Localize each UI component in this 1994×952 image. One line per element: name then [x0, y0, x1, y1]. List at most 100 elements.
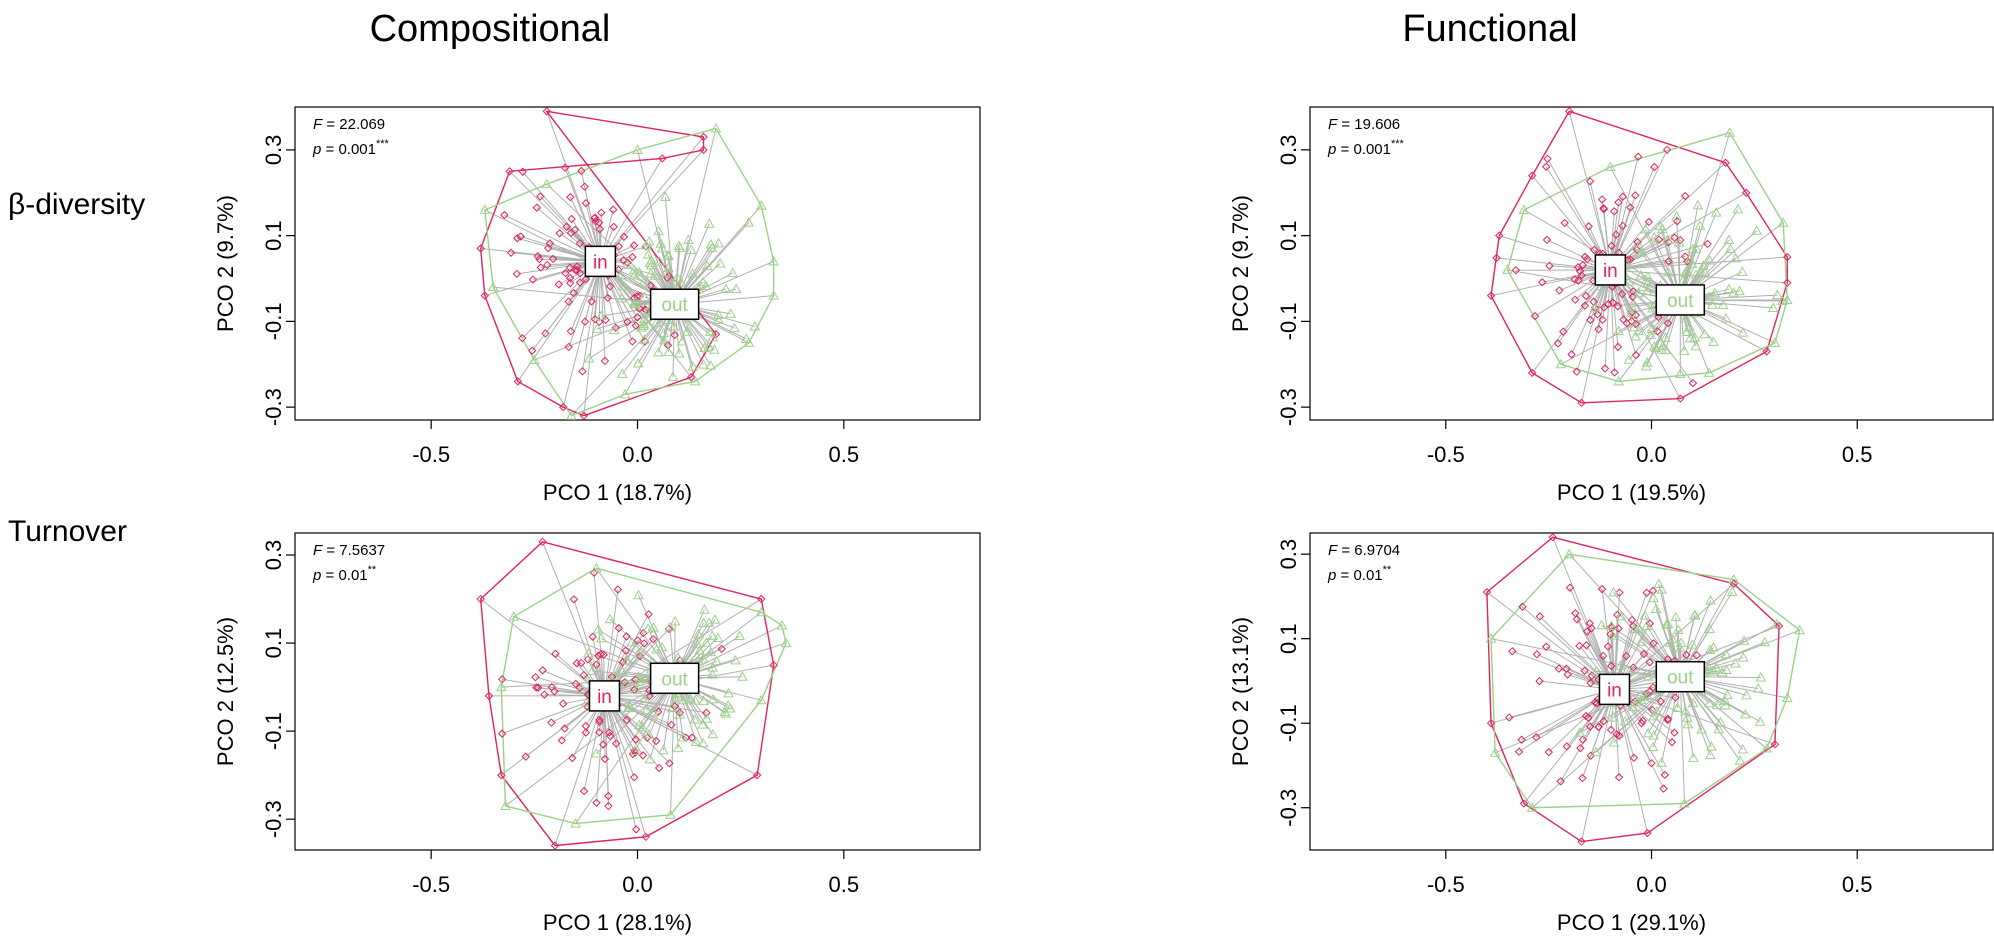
point-out [697, 276, 709, 287]
point-in [686, 372, 696, 382]
point-in [1560, 218, 1569, 228]
point-in [560, 163, 570, 172]
point-out [1648, 710, 1659, 721]
point-out [632, 357, 644, 368]
point-in [542, 107, 551, 116]
point-in [1581, 711, 1591, 721]
point-in [628, 749, 637, 759]
point-in [594, 651, 603, 660]
spoke-line [1610, 256, 1788, 271]
point-out [653, 225, 664, 236]
point-in [531, 672, 540, 682]
point-out [639, 291, 650, 302]
x-tick-label: 0.5 [1842, 872, 1873, 897]
point-in [752, 770, 762, 780]
point-in [545, 239, 555, 248]
point-in [538, 666, 547, 675]
point-out [1651, 706, 1663, 716]
point-in [1762, 347, 1771, 356]
point-in [597, 208, 606, 217]
point-in [1610, 207, 1619, 216]
x-tick-label: 0.5 [829, 442, 860, 467]
point-out [1752, 683, 1764, 693]
point-in [476, 244, 485, 253]
point-in [575, 239, 585, 248]
point-out [669, 616, 681, 626]
f-statistic: F = 22.069 [313, 116, 385, 133]
point-in [1614, 773, 1624, 782]
point-out [659, 191, 671, 202]
point-out [727, 267, 738, 278]
point-out [1657, 340, 1669, 351]
title-functional: Functional [1402, 8, 1578, 50]
centroid-box-out [649, 662, 700, 695]
point-in [558, 699, 568, 708]
centroid-label-out: out [661, 669, 688, 690]
point-out [1690, 340, 1702, 351]
point-out [1606, 620, 1617, 630]
point-out [1767, 302, 1779, 313]
point-in [675, 708, 684, 717]
point-out [687, 361, 699, 371]
point-in [600, 754, 610, 764]
point-in [604, 801, 613, 811]
point-out [1699, 328, 1710, 339]
point-in [1608, 298, 1618, 307]
point-in [1542, 235, 1552, 245]
spoke-line [484, 260, 601, 297]
point-out [1740, 708, 1751, 719]
point-in [1670, 728, 1679, 737]
point-in [609, 205, 618, 214]
point-in [588, 632, 597, 641]
point-in [1582, 627, 1592, 636]
point-out [1653, 578, 1665, 589]
point-in [619, 232, 629, 242]
point-in [605, 731, 615, 741]
spoke-line [1568, 111, 1611, 271]
f-statistic: F = 19.606 [1328, 116, 1400, 133]
point-out [1710, 662, 1722, 672]
point-out [643, 729, 655, 739]
point-out [678, 694, 689, 705]
point-out [692, 628, 704, 639]
point-in [569, 595, 579, 604]
point-out [712, 309, 724, 319]
point-in [568, 753, 577, 763]
point-in [654, 707, 663, 716]
point-in [1680, 191, 1690, 201]
point-in [649, 634, 658, 644]
point-out [1717, 299, 1729, 309]
spoke-line [1499, 235, 1611, 271]
point-in [613, 585, 623, 594]
point-out [665, 809, 676, 819]
point-in [1626, 255, 1635, 264]
point-in [1645, 658, 1654, 667]
point-in [639, 639, 649, 648]
point-out [629, 745, 641, 756]
point-in [1600, 364, 1610, 373]
point-in [687, 733, 697, 742]
point-in [567, 214, 576, 224]
centroid-label-in: in [1607, 680, 1622, 701]
point-out [780, 637, 792, 648]
point-in [1639, 649, 1649, 659]
point-in [1486, 718, 1496, 728]
spoke-line [1581, 269, 1611, 403]
spoke-line [595, 567, 676, 679]
point-out [708, 344, 720, 354]
point-out [663, 346, 674, 357]
point-out [1640, 223, 1652, 234]
x-tick-label: 0.0 [622, 872, 653, 897]
point-out [698, 604, 710, 614]
point-out [1632, 696, 1644, 706]
point-out [1730, 658, 1741, 668]
point-in [566, 192, 575, 202]
point-in [621, 646, 630, 655]
point-in [1629, 753, 1639, 763]
spoke-line [604, 598, 762, 697]
point-out [1688, 752, 1699, 762]
point-out [672, 652, 684, 662]
point-in [1703, 239, 1712, 249]
point-out [648, 706, 659, 717]
spoke-line [501, 695, 605, 776]
